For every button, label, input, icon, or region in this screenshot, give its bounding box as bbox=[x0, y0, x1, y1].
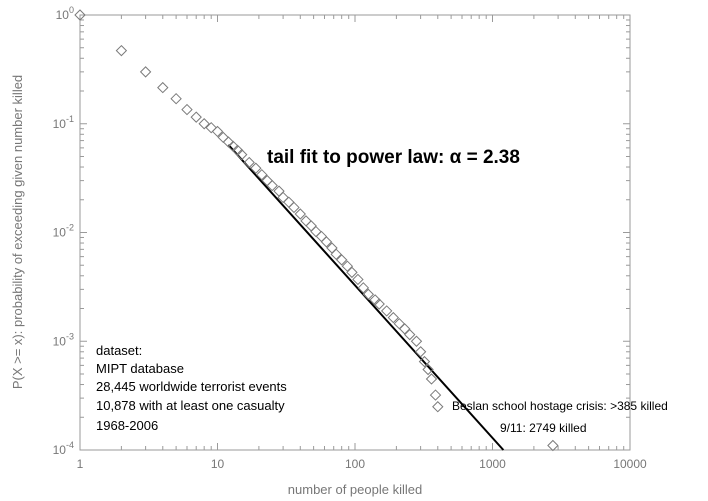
data-point bbox=[341, 260, 354, 272]
data-point bbox=[277, 191, 289, 204]
y-axis-label: P(X >= x): probability of exceeding give… bbox=[10, 75, 25, 389]
data-point bbox=[115, 44, 128, 57]
x-tick-label: 100 bbox=[345, 457, 365, 471]
data-point bbox=[387, 311, 400, 324]
data-point bbox=[157, 81, 169, 94]
data-point bbox=[205, 121, 217, 134]
axis-ticks bbox=[79, 15, 630, 451]
y-tick-label: 10-2 bbox=[53, 223, 74, 240]
y-tick-label: 100 bbox=[56, 5, 74, 22]
data-point bbox=[236, 148, 248, 161]
x-tick-label: 10000 bbox=[613, 457, 647, 471]
data-point bbox=[346, 266, 358, 279]
data-point bbox=[404, 328, 416, 341]
plot-area bbox=[79, 14, 631, 451]
data-point bbox=[190, 111, 202, 123]
data-point bbox=[256, 168, 268, 181]
y-tick-labels: 100 10-1 10-2 10-3 10-4 bbox=[53, 5, 74, 457]
data-point bbox=[211, 125, 224, 138]
data-point bbox=[74, 9, 86, 21]
y-tick-label: 10-4 bbox=[53, 440, 74, 457]
data-point bbox=[418, 355, 431, 368]
x-tick-label: 1000 bbox=[479, 457, 506, 471]
dataset-note-line: dataset: bbox=[96, 343, 142, 358]
data-point bbox=[410, 335, 423, 347]
data-point bbox=[294, 208, 306, 220]
beslan-annotation: Beslan school hostage crisis: >385 kille… bbox=[452, 399, 668, 413]
data-point bbox=[198, 118, 210, 130]
data-point bbox=[330, 248, 342, 261]
data-point bbox=[422, 363, 434, 376]
dataset-note-line: 1968-2006 bbox=[96, 418, 158, 433]
y-tick-label: 10-1 bbox=[53, 114, 74, 131]
x-tick-labels: 1 10 100 1000 10000 bbox=[77, 457, 647, 471]
chart-title: tail fit to power law: α = 2.38 bbox=[267, 147, 520, 168]
data-point bbox=[243, 156, 255, 169]
data-point bbox=[362, 288, 375, 301]
data-point bbox=[335, 254, 348, 266]
data-point bbox=[373, 298, 385, 310]
data-point bbox=[357, 282, 370, 294]
data-point bbox=[399, 323, 411, 335]
data-point bbox=[266, 179, 278, 192]
data-point bbox=[181, 103, 193, 116]
y-tick-label: 10-3 bbox=[53, 331, 74, 348]
data-point bbox=[139, 66, 152, 78]
x-axis-label: number of people killed bbox=[288, 482, 422, 497]
x-tick-label: 1 bbox=[77, 457, 84, 471]
x-tick-label: 10 bbox=[211, 457, 225, 471]
data-points bbox=[74, 9, 559, 452]
data-point bbox=[547, 439, 559, 452]
data-point bbox=[380, 305, 393, 317]
data-point bbox=[429, 389, 442, 401]
data-point bbox=[425, 373, 438, 385]
data-point bbox=[170, 92, 182, 105]
data-point bbox=[414, 346, 427, 358]
dataset-note-line: MIPT database bbox=[96, 361, 184, 376]
data-point bbox=[320, 236, 333, 248]
data-point bbox=[352, 273, 364, 286]
data-point bbox=[288, 201, 300, 214]
dataset-note-line: 28,445 worldwide terrorist events bbox=[96, 379, 287, 394]
data-point bbox=[250, 162, 262, 174]
dataset-note-line: 10,878 with at least one casualty bbox=[96, 398, 285, 413]
data-point bbox=[432, 401, 444, 413]
nine-eleven-annotation: 9/11: 2749 killed bbox=[500, 421, 587, 435]
dataset-note: dataset: MIPT database 28,445 worldwide … bbox=[96, 343, 287, 433]
